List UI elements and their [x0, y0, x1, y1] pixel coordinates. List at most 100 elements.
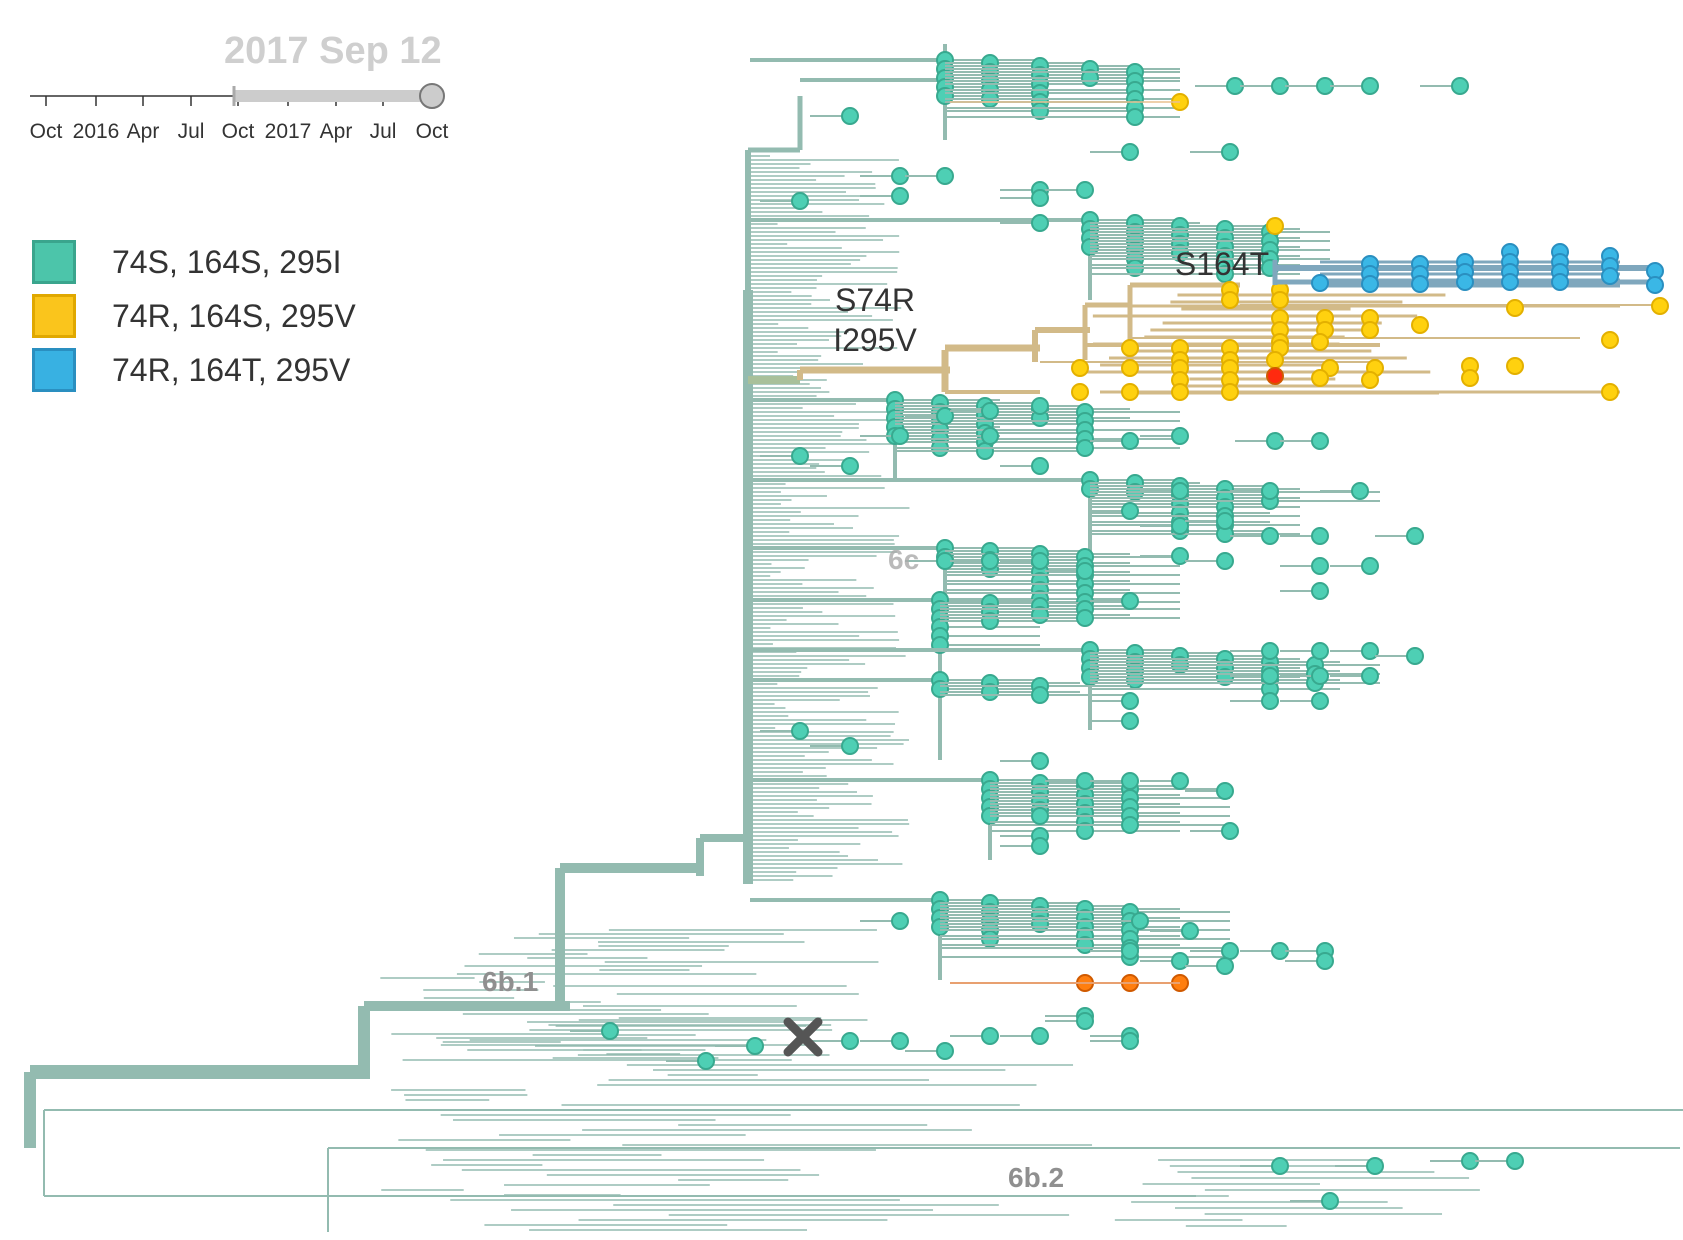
mutation-label-s164t: S164T [1174, 246, 1270, 282]
tree-tip [1311, 369, 1329, 387]
tree-tip [1076, 609, 1094, 627]
tree-tip [1261, 642, 1279, 660]
tree-tip [891, 427, 909, 445]
tree-tip [1261, 482, 1279, 500]
tree-tip [1451, 77, 1469, 95]
tree-tip [1181, 922, 1199, 940]
tree-tip [1311, 642, 1329, 660]
tree-tip [1216, 512, 1234, 530]
clade-label-6c: 6c [888, 544, 920, 575]
tree-tip [1311, 274, 1329, 292]
tree-tip [891, 187, 909, 205]
tree-tip [1311, 557, 1329, 575]
tree-tip [1506, 357, 1524, 375]
tree-tip [1121, 772, 1139, 790]
selected-strain-marker [783, 1017, 823, 1057]
tree-tip [1171, 772, 1189, 790]
tree-tip [936, 167, 954, 185]
legend-swatch-yellow [32, 294, 76, 338]
tree-tip [1031, 807, 1049, 825]
tree-tip [1266, 217, 1284, 235]
tree-tip [1121, 143, 1139, 161]
tree-tip [1361, 77, 1379, 95]
clade-label-6b2: 6b.2 [1008, 1162, 1065, 1193]
tree-tip [1076, 562, 1094, 580]
tree-tip [1311, 333, 1329, 351]
tree-tip [1316, 952, 1334, 970]
tree-tip [1121, 816, 1139, 834]
tree-tip [841, 737, 859, 755]
tree-tip [1031, 397, 1049, 415]
tree-tip [1601, 331, 1619, 349]
tree-tip [791, 192, 809, 210]
legend-swatch-teal [32, 240, 76, 284]
tick-label: 2017 [264, 120, 312, 143]
tree-tip [1131, 912, 1149, 930]
tree-tip [1406, 647, 1424, 665]
tree-tip [1076, 822, 1094, 840]
tree-tip [1366, 1157, 1384, 1175]
tree-tip [1221, 291, 1239, 309]
tree-tip [1216, 957, 1234, 975]
tree-tip [1216, 782, 1234, 800]
tree-tip [1406, 527, 1424, 545]
tick-label: Jul [177, 120, 205, 143]
tree-tip [1501, 273, 1519, 291]
tree-tip [746, 1037, 764, 1055]
tree-tip [1221, 383, 1239, 401]
tree-tip [1646, 276, 1664, 294]
tree-tip [1171, 427, 1189, 445]
mutation-label-s74r: S74R [834, 282, 916, 318]
tree-tip [981, 552, 999, 570]
tree-tip [1261, 692, 1279, 710]
tree-tip [1361, 642, 1379, 660]
tree-tip [1121, 1032, 1139, 1050]
tree-tip [1601, 383, 1619, 401]
tree-tip [1361, 667, 1379, 685]
tree-tip [1351, 482, 1369, 500]
tree-tip [1551, 273, 1569, 291]
tree-tip [1261, 667, 1279, 685]
legend-swatch-blue [32, 348, 76, 392]
mutation-label-i295v: I295V [833, 322, 917, 358]
tree-tip [981, 427, 999, 445]
tree-tip [1031, 1027, 1049, 1045]
tree-tip [1121, 692, 1139, 710]
tree-tip [1311, 667, 1329, 685]
tree-tip [1076, 1012, 1094, 1030]
tree-tip [1171, 517, 1189, 535]
tree-tip [1171, 952, 1189, 970]
tree-tip [1221, 942, 1239, 960]
tree-tip [1221, 143, 1239, 161]
tree-tip [891, 1032, 909, 1050]
tree-tip [1031, 189, 1049, 207]
tree-tip [936, 1042, 954, 1060]
tree-tip [1216, 552, 1234, 570]
tree-tip [1121, 502, 1139, 520]
tree-tip [1121, 383, 1139, 401]
tree-tip [1261, 527, 1279, 545]
tree-tip [1361, 371, 1379, 389]
tree-tip [1461, 369, 1479, 387]
tick-label: Jul [369, 120, 397, 143]
tree-tip [1076, 439, 1094, 457]
tree-tip [1311, 527, 1329, 545]
current-date-label: 2017 Sep 12 [224, 30, 442, 72]
tree-tip [1171, 383, 1189, 401]
tree-tip [1071, 383, 1089, 401]
tree-tip [1601, 267, 1619, 285]
tree-tip [1266, 367, 1284, 385]
tree-tip [1121, 432, 1139, 450]
tree-tip [1321, 1192, 1339, 1210]
tree-tip [1171, 482, 1189, 500]
tree-tip [841, 107, 859, 125]
tree-tip [1071, 359, 1089, 377]
tree-tip [1221, 822, 1239, 840]
tree-tip [1031, 752, 1049, 770]
tree-tip [601, 1022, 619, 1040]
tick-label: 2016 [72, 120, 120, 143]
tree-tip [841, 1032, 859, 1050]
tree-tip [1121, 359, 1139, 377]
tree-tip [697, 1052, 715, 1070]
tree-tip [1126, 108, 1144, 126]
